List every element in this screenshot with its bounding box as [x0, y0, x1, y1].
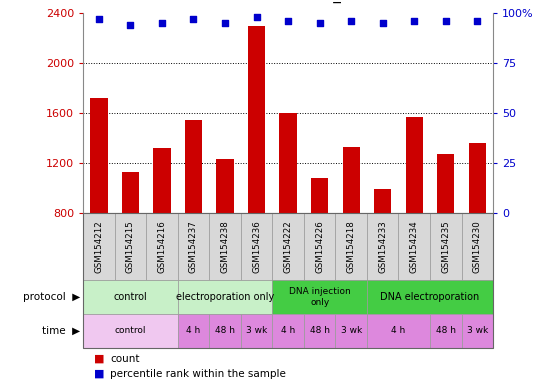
Bar [122, 172, 139, 213]
Point [126, 22, 135, 28]
Point [94, 16, 103, 22]
Point [378, 20, 387, 26]
Text: electroporation only: electroporation only [176, 292, 274, 302]
Text: 3 wk: 3 wk [467, 326, 488, 335]
Bar [217, 159, 234, 213]
Text: GSM154238: GSM154238 [220, 220, 229, 273]
Point [284, 18, 293, 24]
Point [252, 14, 261, 20]
Text: control: control [115, 326, 146, 335]
Text: count: count [110, 354, 139, 364]
Bar [311, 178, 329, 213]
Text: GSM154215: GSM154215 [126, 220, 135, 273]
Point [473, 18, 482, 24]
Text: GSM154235: GSM154235 [441, 220, 450, 273]
Text: time  ▶: time ▶ [42, 326, 80, 336]
Text: GSM154222: GSM154222 [284, 220, 293, 273]
Bar [248, 26, 265, 213]
Point [442, 18, 450, 24]
Point [189, 16, 198, 22]
Text: 3 wk: 3 wk [246, 326, 267, 335]
Point [347, 18, 355, 24]
Text: ■: ■ [94, 369, 105, 379]
Text: GSM154236: GSM154236 [252, 220, 261, 273]
Text: GSM154226: GSM154226 [315, 220, 324, 273]
Text: 3 wk: 3 wk [340, 326, 362, 335]
Text: 4 h: 4 h [187, 326, 200, 335]
Point [221, 20, 229, 26]
Text: 48 h: 48 h [436, 326, 456, 335]
Point [158, 20, 166, 26]
Text: GSM154216: GSM154216 [158, 220, 167, 273]
Bar [468, 143, 486, 213]
Bar [374, 189, 391, 213]
Bar [185, 121, 202, 213]
Bar [406, 117, 423, 213]
Text: 4 h: 4 h [391, 326, 406, 335]
Bar [279, 113, 297, 213]
Point [410, 18, 419, 24]
Text: GSM154230: GSM154230 [473, 220, 482, 273]
Bar [343, 147, 360, 213]
Text: 48 h: 48 h [310, 326, 330, 335]
Text: GDS2840 / 1452032_at: GDS2840 / 1452032_at [180, 0, 356, 3]
Text: GSM154233: GSM154233 [378, 220, 387, 273]
Text: ■: ■ [94, 354, 105, 364]
Point [315, 20, 324, 26]
Text: 4 h: 4 h [281, 326, 295, 335]
Text: DNA injection
only: DNA injection only [289, 287, 351, 306]
Text: 48 h: 48 h [215, 326, 235, 335]
Bar [437, 154, 455, 213]
Bar [153, 148, 170, 213]
Bar [90, 98, 108, 213]
Text: GSM154234: GSM154234 [410, 220, 419, 273]
Text: GSM154218: GSM154218 [347, 220, 356, 273]
Text: percentile rank within the sample: percentile rank within the sample [110, 369, 286, 379]
Text: GSM154237: GSM154237 [189, 220, 198, 273]
Text: GSM154212: GSM154212 [94, 220, 103, 273]
Text: DNA electroporation: DNA electroporation [381, 292, 480, 302]
Text: protocol  ▶: protocol ▶ [23, 292, 80, 302]
Text: control: control [114, 292, 147, 302]
